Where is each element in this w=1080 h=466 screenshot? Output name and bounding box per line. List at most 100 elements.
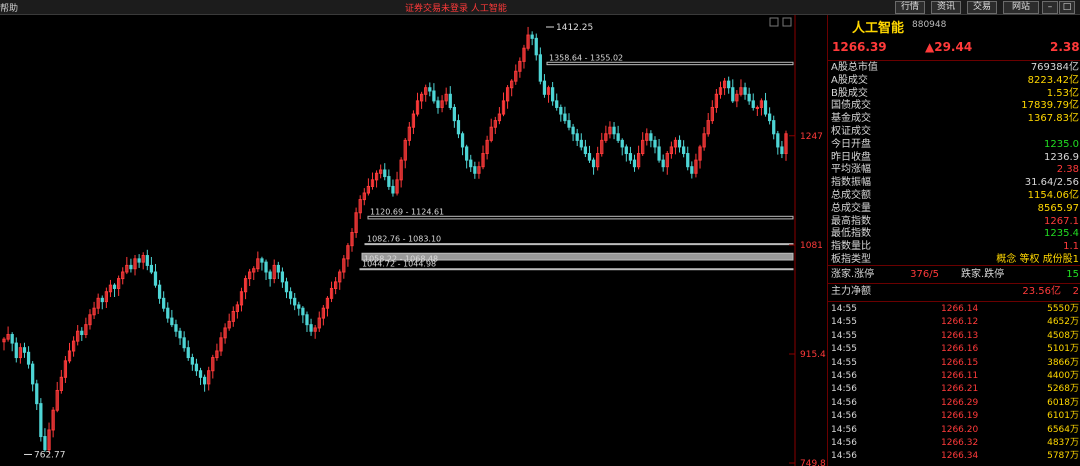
candle-body [743,87,747,95]
trade-button[interactable]: 交易 [967,1,997,14]
maximize-icon[interactable]: □ [1059,1,1075,14]
candle-body [243,278,248,293]
change-percent: 2.38 [1050,40,1080,54]
candle-body [141,255,145,263]
candle-body [235,304,239,312]
candle-body [526,34,530,49]
candle-body [514,70,518,82]
candle-body [100,297,104,303]
candle-body [31,363,35,385]
candle-body [59,376,63,391]
axis-label: 749.8 [800,459,826,466]
candle-body [117,278,121,289]
chart-expand-icon[interactable] [782,17,792,27]
candle-body [338,271,342,283]
kline-chart[interactable]: 1358.64 - 1355.02 1120.69 - 1124.61 1082.7… [0,15,827,466]
candle-body [616,133,620,141]
stat-label: 基金成交 [831,113,871,125]
tick-row: 14:56 1266.21 5268万 [831,384,1080,395]
candle-body [452,106,456,122]
tick-time: 14:56 [831,411,857,422]
stat-label: 最低指数 [831,228,871,240]
website-button[interactable]: 网站 [1003,1,1039,14]
gap-band-label: 1044.72 - 1044.98 [362,260,436,269]
candle-body [55,389,59,411]
tick-volume: 5101万 [1047,344,1079,355]
candle-body [215,350,219,359]
stat-value: 17839.79亿 [1021,100,1079,112]
tick-time: 14:55 [831,304,857,314]
menu-help[interactable]: 帮助 [0,4,19,14]
candle-body [329,287,334,299]
candle-body [170,317,174,326]
news-button[interactable]: 资讯 [931,1,961,14]
index-code: 880948 [912,20,947,30]
tick-price: 1266.13 [941,330,979,341]
tick-row: 14:56 1266.34 5787万 [831,451,1080,462]
stat-label: 最高指数 [831,215,871,227]
tick-volume: 4837万 [1047,438,1079,448]
candle-body [780,146,784,155]
quotes-button[interactable]: 行情 [895,1,925,14]
candle-body [600,139,604,155]
candle-body [665,153,669,168]
stat-label: 指数振幅 [831,177,871,189]
candle-body [39,403,43,438]
candle-body [166,307,170,319]
tick-row: 14:56 1266.11 4400万 [831,371,1080,382]
axis-label: 915.4 [800,350,826,360]
minimize-icon[interactable]: – [1042,1,1058,14]
stat-label: 权证成交 [831,126,871,137]
candle-body [653,139,657,148]
tick-time: 14:56 [831,397,857,408]
stat-row: B股成交 1.53亿 [831,88,1080,100]
gap-band [546,61,794,66]
candle-body [473,166,477,174]
candle-body [649,133,653,141]
tick-row: 14:55 1266.13 4508万 [831,331,1080,342]
change-value: ▲29.44 [925,40,973,54]
candle-body [264,261,268,273]
candle-body [370,179,375,187]
gap-band [361,252,794,261]
candle-body [297,304,301,309]
tick-row: 14:56 1266.29 6018万 [831,398,1080,409]
candle-body [489,126,493,141]
candle-body [776,133,780,148]
tick-row: 14:55 1266.15 3866万 [831,358,1080,369]
gap-band [367,215,794,220]
candle-body [96,297,100,309]
candle-body [587,153,592,161]
quote-panel: 人工智能 880948 1266.39 ▲29.44 2.38 A股总市值 769… [827,15,1080,466]
candle-body [518,60,522,72]
candle-body [256,258,260,270]
extrema-labels: 1412.25 762.77 [24,23,593,460]
candle-body [456,120,461,135]
candle-body [284,281,289,293]
candle-body [755,106,759,109]
candle-body [591,159,596,168]
tick-price: 1266.21 [941,384,979,395]
tick-volume: 4652万 [1047,317,1079,328]
candle-body [80,330,84,336]
stat-value: 1367.83亿 [1027,113,1079,125]
tick-volume: 4508万 [1047,330,1079,341]
candle-body [145,255,149,266]
tick-volume: 6564万 [1047,424,1079,435]
candle-body [358,199,362,214]
candle-body [436,100,440,108]
candle-body [493,120,497,128]
stat-value: 1.1 [1063,241,1079,253]
candle-body [739,87,743,95]
candle-body [698,146,702,161]
candle-body [710,106,714,122]
candle-body [510,80,514,89]
candle-body [334,281,338,289]
stat-row: 今日开盘 1235.0 [831,139,1080,151]
candle-body [432,90,436,102]
candle-body [112,284,117,289]
candle-body [751,100,755,108]
chart-settings-icon[interactable] [769,17,779,27]
candle-body [178,330,182,339]
candle-body [440,100,444,108]
